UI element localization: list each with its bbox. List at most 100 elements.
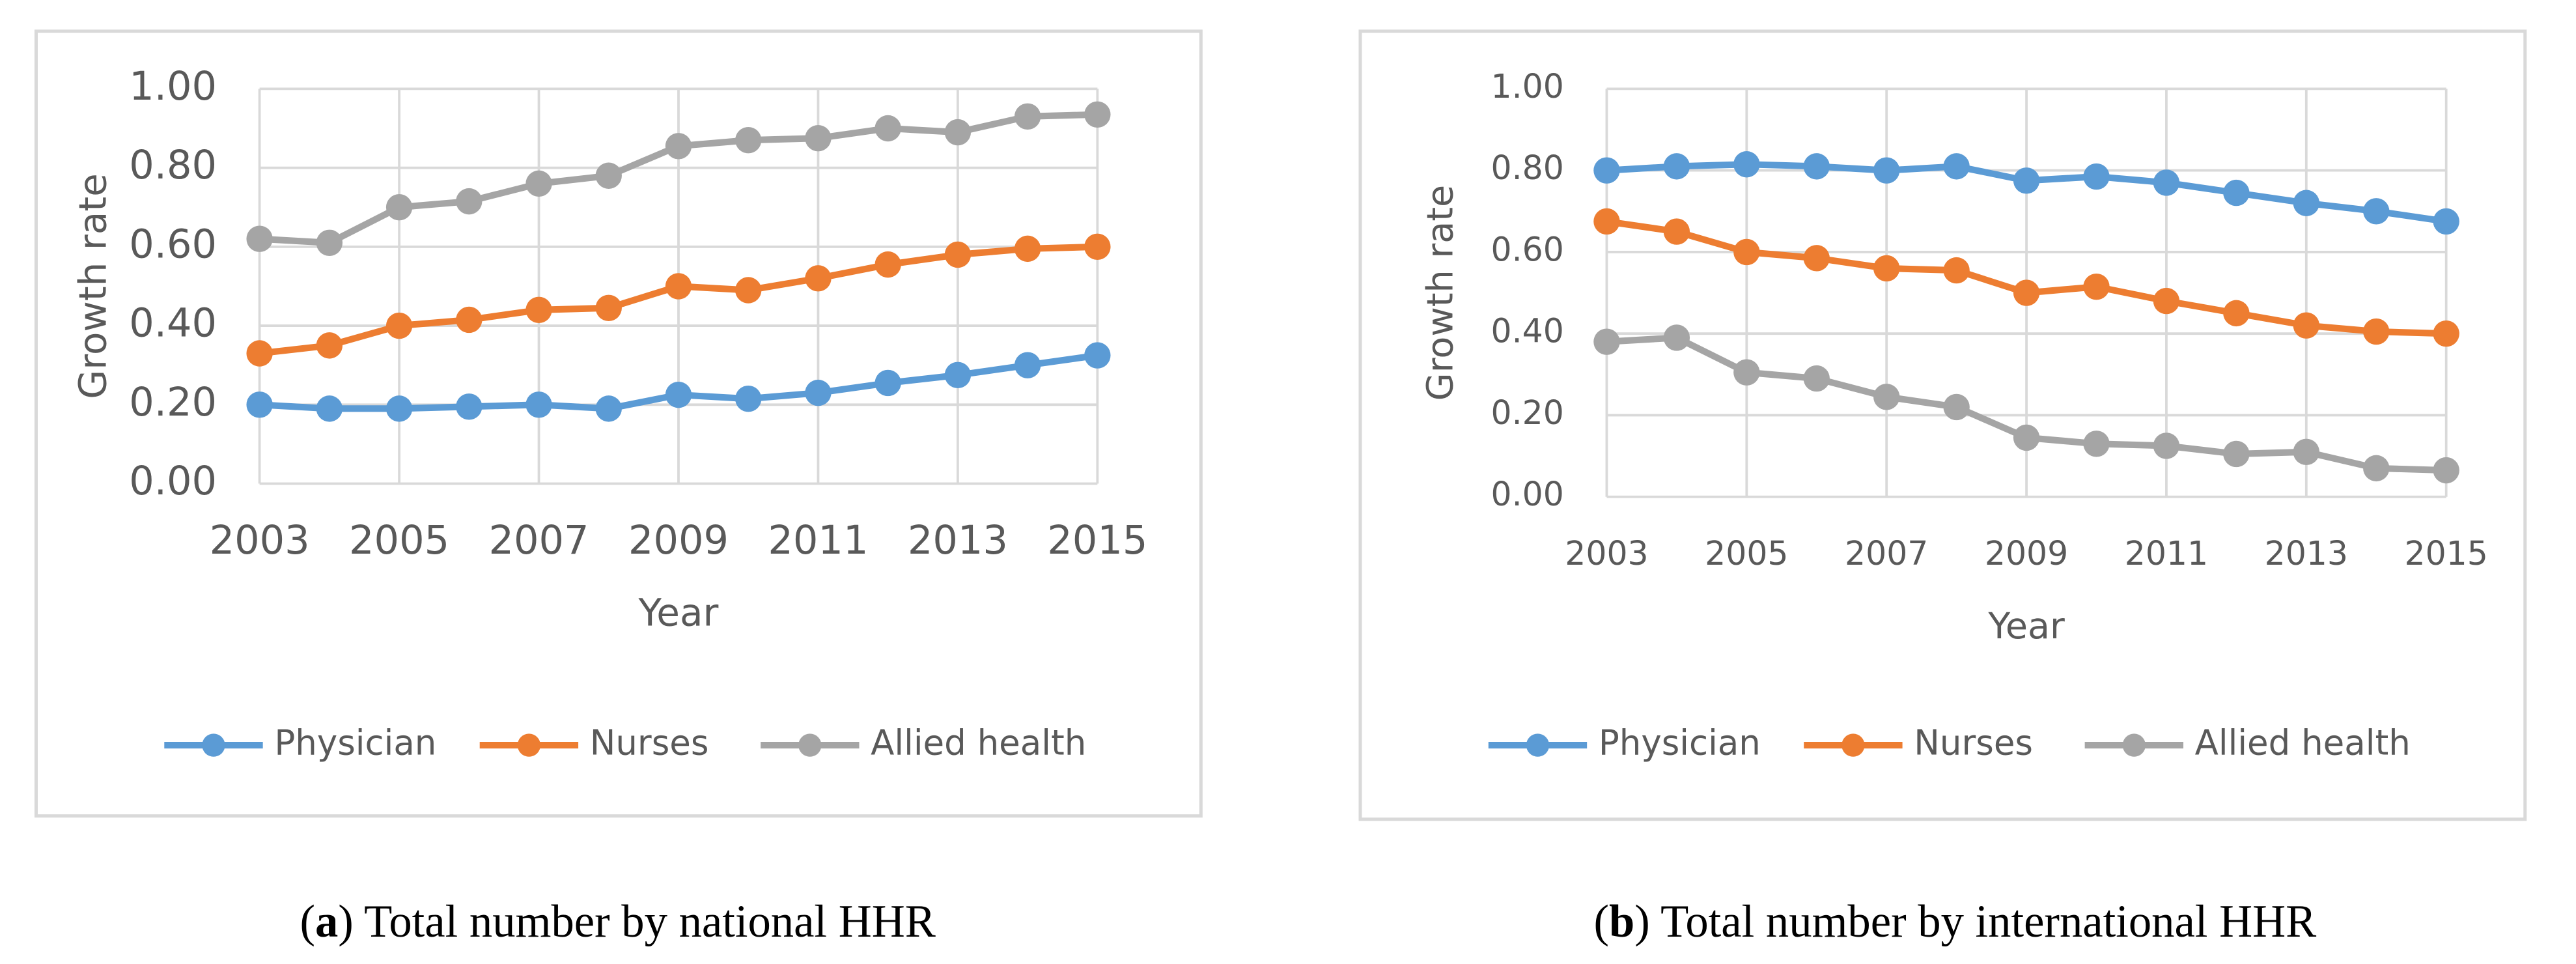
data-point <box>2363 318 2390 345</box>
x-tick-label: 2005 <box>1705 534 1788 573</box>
legend-marker <box>798 733 822 757</box>
y-tick-label: 0.60 <box>1491 230 1564 268</box>
caption-part: ) Total number by national HHR <box>338 896 936 947</box>
data-point <box>2083 163 2110 190</box>
x-axis-title: Year <box>1987 605 2065 647</box>
data-point <box>1943 393 1970 421</box>
y-tick-label: 0.00 <box>1491 475 1564 513</box>
data-point <box>665 273 692 300</box>
y-tick-label: 0.40 <box>129 301 217 347</box>
data-point <box>1593 157 1620 184</box>
data-point <box>1873 255 1900 282</box>
legend-label: Nurses <box>1914 724 2033 763</box>
data-point <box>735 126 762 154</box>
x-tick-label: 2007 <box>1845 534 1928 573</box>
data-point <box>246 340 273 367</box>
data-point <box>2293 438 2319 466</box>
data-point <box>595 294 622 321</box>
legend-marker <box>1526 733 1550 757</box>
caption-part: b <box>1609 896 1634 947</box>
legend-label: Nurses <box>590 724 709 763</box>
data-point <box>2363 455 2390 482</box>
y-tick-label: 1.00 <box>1491 67 1564 106</box>
x-tick-label: 2015 <box>2404 534 2487 573</box>
data-point <box>1084 101 1111 128</box>
x-tick-label: 2011 <box>768 518 868 563</box>
y-axis-title: Growth rate <box>1419 185 1461 401</box>
data-point <box>385 395 413 422</box>
data-point <box>525 296 552 324</box>
data-point <box>1014 103 1041 130</box>
data-point <box>595 395 622 422</box>
caption-part: a <box>315 896 338 947</box>
x-tick-label: 2003 <box>1565 534 1648 573</box>
legend-marker <box>2122 733 2146 757</box>
data-point <box>1733 238 1760 266</box>
data-point <box>735 277 762 304</box>
y-tick-label: 0.80 <box>1491 149 1564 187</box>
data-point <box>1873 157 1900 184</box>
data-point <box>875 115 901 142</box>
data-point <box>2013 279 2040 306</box>
data-point <box>665 381 692 408</box>
legend-label: Physician <box>274 724 436 763</box>
data-point <box>2223 179 2250 206</box>
caption: (a) Total number by national HHR <box>300 896 936 947</box>
caption-part: ) Total number by international HHR <box>1634 896 2317 947</box>
x-tick-label: 2013 <box>2265 534 2348 573</box>
data-point <box>2013 167 2040 194</box>
data-point <box>2293 190 2319 216</box>
chart: 0.00 0.20 0.40 0.60 0.80 1.00 2003 2005 2007 2009… <box>34 29 1203 947</box>
data-point <box>1014 352 1041 378</box>
data-point <box>1014 235 1041 262</box>
x-tick-label: 2015 <box>1047 518 1147 563</box>
data-point <box>665 133 692 160</box>
data-point <box>1943 153 1970 180</box>
data-point <box>1593 208 1620 235</box>
data-point <box>1943 257 1970 284</box>
chart-frame <box>34 29 1203 818</box>
data-point <box>2153 287 2180 315</box>
data-point <box>316 395 343 422</box>
caption-part: ( <box>1593 896 1609 947</box>
data-point <box>2223 440 2250 468</box>
data-point <box>944 241 972 268</box>
x-tick-label: 2005 <box>349 518 449 563</box>
data-point <box>1663 153 1690 180</box>
data-point <box>316 332 343 359</box>
data-point <box>2433 208 2459 235</box>
data-point <box>456 188 483 215</box>
data-point <box>2083 273 2110 300</box>
data-point <box>385 194 413 221</box>
data-point <box>805 265 832 292</box>
data-point <box>525 170 552 197</box>
y-tick-label: 0.00 <box>129 459 217 504</box>
x-tick-label: 2007 <box>488 518 589 563</box>
y-axis-title: Growth rate <box>70 173 115 399</box>
caption-part: ( <box>300 896 315 947</box>
data-point <box>2013 424 2040 451</box>
data-point <box>944 119 972 146</box>
data-point <box>1084 233 1111 261</box>
data-point <box>2153 432 2180 459</box>
x-tick-label: 2003 <box>210 518 310 563</box>
caption: (b) Total number by international HHR <box>1593 896 2317 947</box>
data-point <box>2433 457 2459 484</box>
data-point <box>246 391 273 418</box>
data-point <box>805 379 832 406</box>
data-point <box>246 225 273 252</box>
chart: 0.00 0.20 0.40 0.60 0.80 1.00 2003 2005 2007 2009… <box>1358 29 2527 947</box>
y-tick-label: 1.00 <box>129 64 217 109</box>
legend-marker <box>1841 733 1865 757</box>
data-point <box>875 251 901 278</box>
data-point <box>875 369 901 397</box>
y-tick-label: 0.20 <box>1491 393 1564 432</box>
data-point <box>385 312 413 339</box>
legend-label: Allied health <box>871 724 1086 763</box>
y-tick-label: 0.80 <box>129 143 217 188</box>
data-point <box>2433 320 2459 347</box>
data-point <box>316 229 343 256</box>
y-tick-label: 0.20 <box>129 380 217 425</box>
